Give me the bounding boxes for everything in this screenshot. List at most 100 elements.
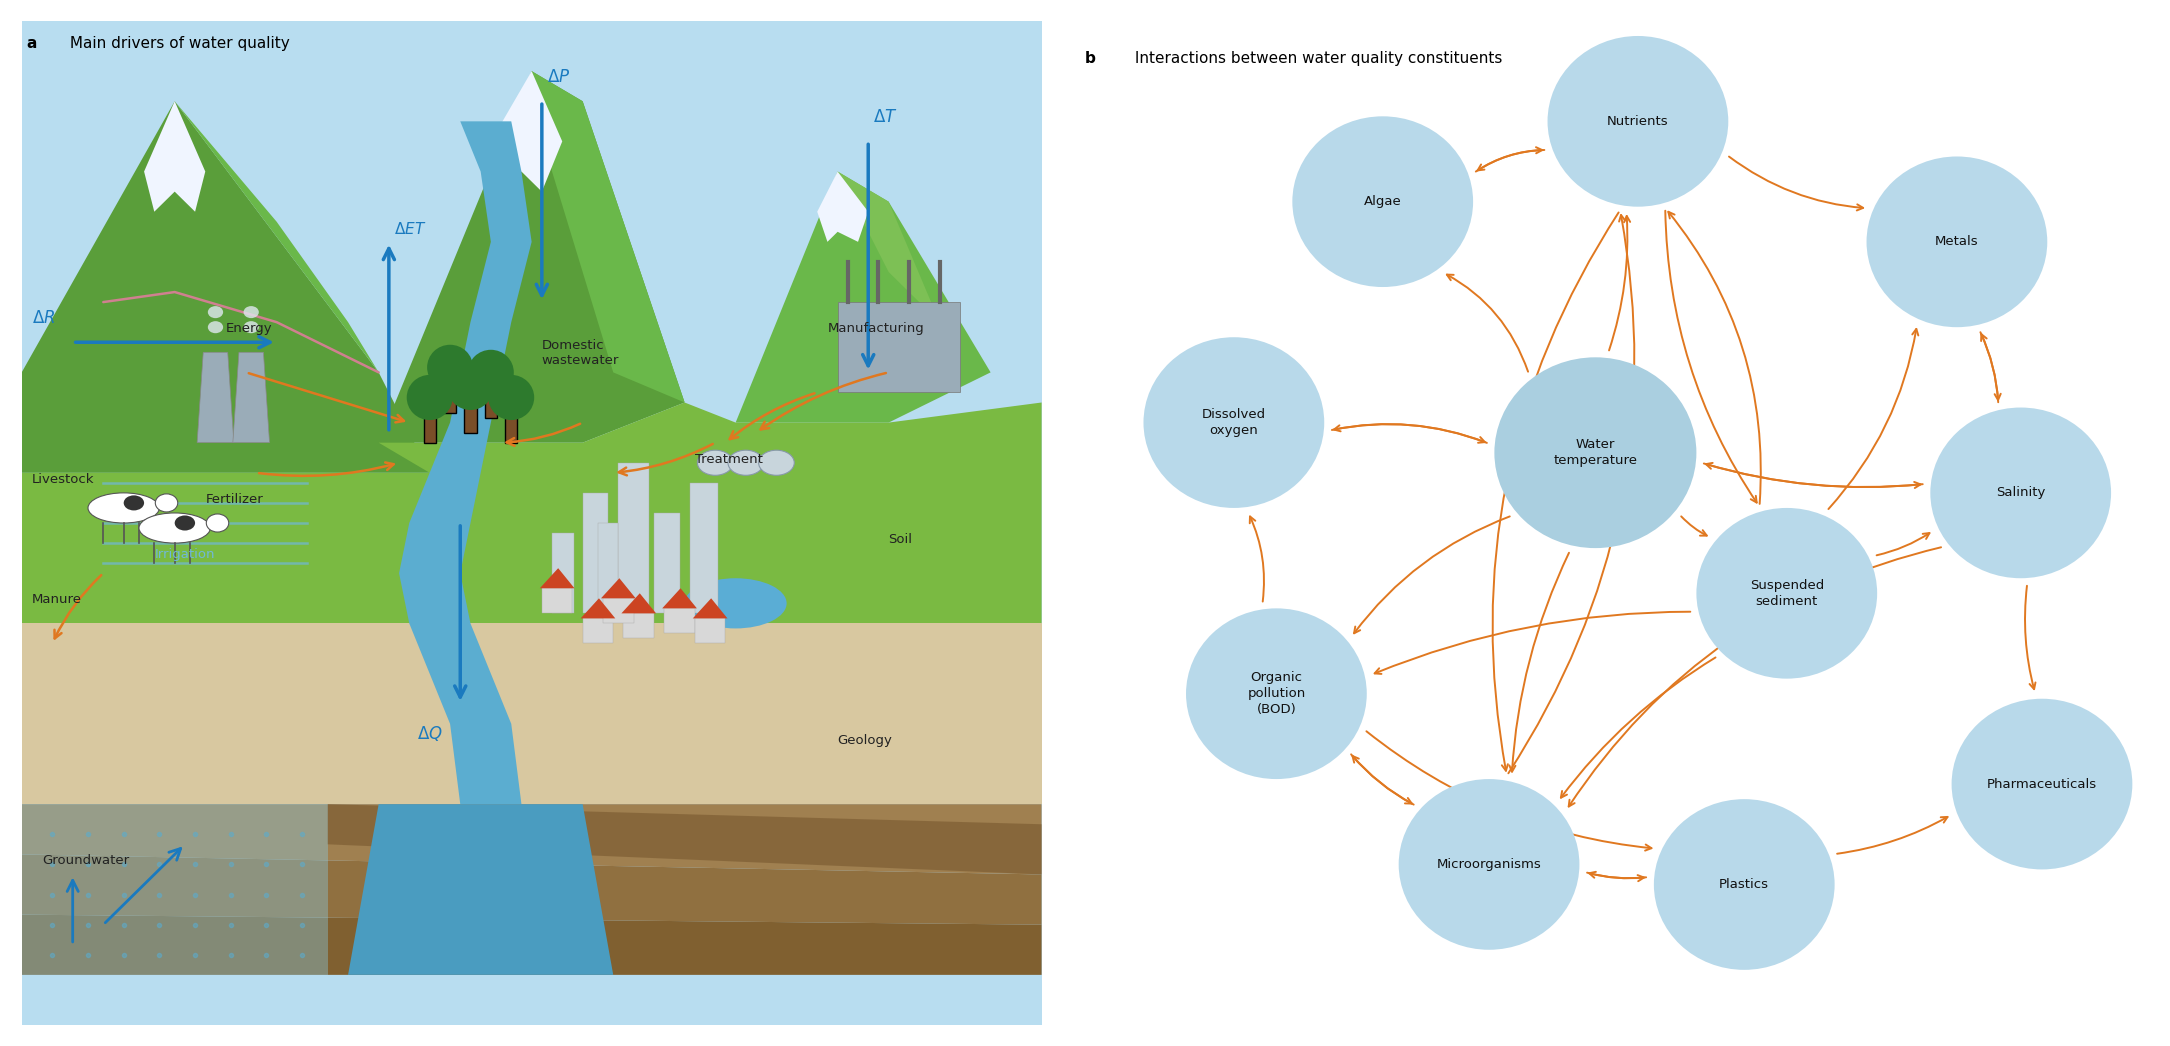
FancyBboxPatch shape	[653, 513, 679, 613]
Circle shape	[1400, 779, 1580, 950]
Text: Manure: Manure	[33, 593, 82, 607]
Text: Groundwater: Groundwater	[41, 855, 130, 867]
Text: Organic
pollution
(BOD): Organic pollution (BOD)	[1248, 672, 1306, 717]
Text: $\Delta P$: $\Delta P$	[547, 68, 571, 86]
Ellipse shape	[760, 450, 794, 475]
Polygon shape	[582, 598, 616, 618]
Polygon shape	[736, 172, 990, 423]
Polygon shape	[692, 598, 727, 618]
Text: Soil: Soil	[890, 533, 914, 546]
Polygon shape	[490, 71, 562, 191]
Polygon shape	[22, 623, 1042, 804]
Text: Domestic
wastewater: Domestic wastewater	[542, 339, 618, 367]
Text: Microorganisms: Microorganisms	[1437, 858, 1541, 871]
Text: Geology: Geology	[838, 734, 892, 747]
FancyBboxPatch shape	[690, 483, 718, 613]
Text: $\Delta Q$: $\Delta Q$	[417, 724, 443, 743]
Ellipse shape	[447, 365, 493, 410]
Text: $\Delta R$: $\Delta R$	[33, 310, 54, 327]
Text: Main drivers of water quality: Main drivers of water quality	[65, 36, 289, 51]
Ellipse shape	[488, 374, 534, 420]
Circle shape	[1187, 609, 1367, 779]
Polygon shape	[347, 804, 614, 975]
Circle shape	[1931, 408, 2111, 578]
Text: Interactions between water quality constituents: Interactions between water quality const…	[1131, 51, 1502, 66]
Polygon shape	[143, 101, 206, 211]
Ellipse shape	[139, 513, 210, 543]
Polygon shape	[399, 121, 532, 804]
Ellipse shape	[686, 578, 786, 629]
Text: $\Delta ET$: $\Delta ET$	[395, 221, 425, 236]
Text: Salinity: Salinity	[1996, 486, 2046, 499]
FancyBboxPatch shape	[484, 389, 497, 417]
Text: a: a	[26, 36, 37, 51]
Text: b: b	[1085, 51, 1096, 66]
Text: Suspended
sediment: Suspended sediment	[1749, 578, 1825, 608]
Ellipse shape	[174, 516, 195, 530]
Polygon shape	[662, 588, 697, 609]
FancyBboxPatch shape	[603, 598, 634, 623]
Polygon shape	[174, 101, 378, 372]
FancyBboxPatch shape	[506, 414, 516, 442]
Ellipse shape	[124, 496, 143, 510]
Text: Treatment: Treatment	[694, 453, 762, 465]
Text: Livestock: Livestock	[33, 473, 95, 485]
Polygon shape	[328, 804, 1042, 874]
Polygon shape	[601, 578, 636, 598]
Circle shape	[1654, 799, 1834, 970]
Text: Metals: Metals	[1936, 235, 1979, 248]
Ellipse shape	[406, 374, 454, 420]
Ellipse shape	[243, 321, 258, 334]
Polygon shape	[378, 71, 686, 442]
FancyBboxPatch shape	[445, 385, 456, 412]
Text: Energy: Energy	[226, 322, 271, 335]
FancyBboxPatch shape	[623, 613, 653, 638]
Ellipse shape	[427, 345, 473, 390]
FancyBboxPatch shape	[599, 523, 618, 613]
Ellipse shape	[208, 321, 224, 334]
FancyBboxPatch shape	[551, 533, 575, 613]
Polygon shape	[22, 855, 1042, 925]
Circle shape	[1951, 699, 2133, 869]
FancyBboxPatch shape	[664, 609, 694, 634]
Text: Fertilizer: Fertilizer	[206, 493, 263, 506]
Ellipse shape	[727, 450, 764, 475]
Text: Manufacturing: Manufacturing	[827, 322, 924, 335]
Text: Irrigation: Irrigation	[154, 548, 215, 561]
FancyBboxPatch shape	[423, 414, 436, 442]
Circle shape	[1293, 116, 1473, 287]
FancyBboxPatch shape	[582, 493, 608, 613]
Text: Algae: Algae	[1365, 196, 1402, 208]
FancyBboxPatch shape	[694, 618, 725, 643]
Polygon shape	[22, 403, 1042, 623]
Polygon shape	[818, 172, 868, 242]
Polygon shape	[838, 172, 940, 322]
Polygon shape	[621, 593, 655, 613]
Ellipse shape	[89, 493, 158, 523]
Text: Nutrients: Nutrients	[1608, 115, 1669, 128]
FancyBboxPatch shape	[22, 21, 1042, 1025]
Polygon shape	[197, 353, 234, 442]
Polygon shape	[232, 353, 269, 442]
FancyBboxPatch shape	[618, 462, 649, 613]
Polygon shape	[22, 914, 1042, 975]
Circle shape	[1495, 358, 1697, 548]
FancyBboxPatch shape	[582, 618, 614, 643]
Ellipse shape	[208, 306, 224, 318]
Ellipse shape	[469, 349, 514, 395]
Text: $\Delta T$: $\Delta T$	[872, 109, 898, 127]
Polygon shape	[540, 568, 575, 588]
Text: Water
temperature: Water temperature	[1554, 438, 1638, 468]
Ellipse shape	[243, 306, 258, 318]
Polygon shape	[532, 71, 686, 403]
Polygon shape	[22, 804, 328, 975]
Polygon shape	[22, 101, 430, 473]
Circle shape	[1144, 337, 1324, 508]
FancyBboxPatch shape	[838, 302, 959, 392]
Circle shape	[1866, 157, 2046, 327]
Text: Dissolved
oxygen: Dissolved oxygen	[1202, 408, 1265, 437]
Ellipse shape	[697, 450, 733, 475]
FancyBboxPatch shape	[542, 588, 573, 613]
Polygon shape	[22, 804, 1042, 874]
Ellipse shape	[156, 494, 178, 511]
